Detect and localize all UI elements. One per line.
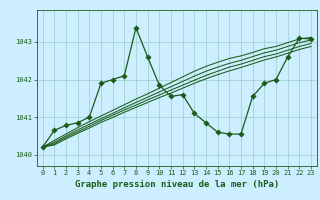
X-axis label: Graphe pression niveau de la mer (hPa): Graphe pression niveau de la mer (hPa): [75, 180, 279, 189]
